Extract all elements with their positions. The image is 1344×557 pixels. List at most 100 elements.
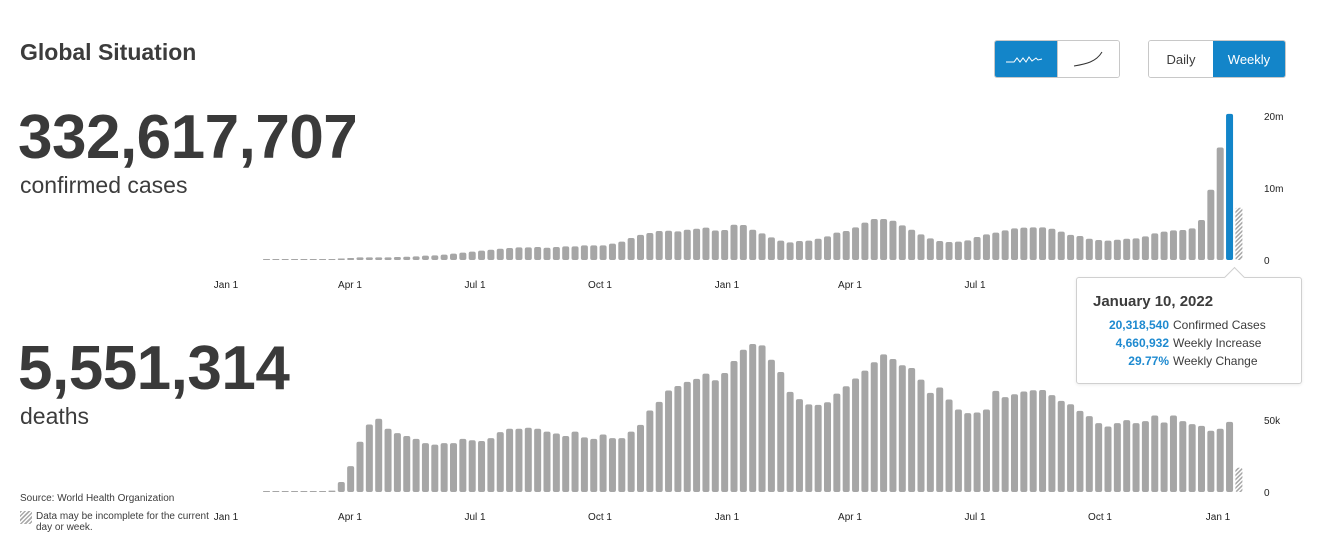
bar[interactable] [281, 259, 289, 260]
bar[interactable] [496, 248, 504, 260]
bar[interactable] [608, 438, 616, 492]
highlighted-bar[interactable] [1226, 113, 1234, 260]
bar[interactable] [590, 245, 598, 260]
incomplete-bar[interactable] [1235, 467, 1243, 492]
bar[interactable] [1001, 230, 1009, 260]
bar[interactable] [421, 443, 429, 492]
weekly-button[interactable]: Weekly [1213, 41, 1285, 77]
bar[interactable] [580, 245, 588, 260]
bar[interactable] [805, 404, 813, 492]
bar[interactable] [487, 249, 495, 260]
bar[interactable] [777, 372, 785, 492]
bar[interactable] [1039, 389, 1047, 492]
bar[interactable] [702, 373, 710, 492]
bar[interactable] [319, 259, 327, 260]
bar[interactable] [767, 237, 775, 260]
bar[interactable] [524, 247, 532, 260]
bar[interactable] [1151, 233, 1159, 260]
bar[interactable] [1039, 227, 1047, 260]
bar[interactable] [1085, 416, 1093, 492]
bar[interactable] [450, 253, 457, 260]
bar[interactable] [1048, 395, 1056, 492]
bar[interactable] [300, 491, 308, 492]
bar[interactable] [412, 438, 420, 492]
bar[interactable] [917, 234, 925, 260]
bar[interactable] [618, 438, 626, 492]
bar[interactable] [431, 444, 439, 492]
bar[interactable] [608, 243, 616, 260]
bar[interactable] [637, 424, 644, 492]
bar[interactable] [309, 491, 317, 492]
bar[interactable] [328, 490, 336, 492]
bar[interactable] [824, 402, 831, 492]
bar[interactable] [319, 491, 327, 492]
bar[interactable] [674, 385, 682, 492]
bar[interactable] [936, 241, 944, 260]
bar[interactable] [468, 251, 476, 260]
bar[interactable] [936, 387, 944, 492]
bar[interactable] [263, 491, 270, 492]
bar[interactable] [739, 349, 747, 492]
bar[interactable] [1216, 428, 1224, 492]
bar[interactable] [534, 428, 542, 492]
bar[interactable] [1226, 421, 1234, 492]
bar[interactable] [954, 241, 962, 260]
bar[interactable] [964, 240, 972, 260]
bar[interactable] [450, 443, 457, 492]
bar[interactable] [403, 256, 411, 260]
bar[interactable] [786, 242, 794, 260]
bar[interactable] [365, 257, 373, 260]
bar[interactable] [1141, 421, 1149, 492]
bar[interactable] [393, 433, 401, 492]
bar[interactable] [468, 440, 476, 492]
bar[interactable] [730, 360, 738, 492]
bar[interactable] [571, 246, 579, 260]
bar[interactable] [291, 259, 299, 260]
bar[interactable] [272, 259, 280, 260]
bar[interactable] [356, 257, 364, 260]
daily-button[interactable]: Daily [1149, 41, 1213, 77]
bar[interactable] [1113, 423, 1121, 492]
bar[interactable] [1132, 423, 1140, 492]
bar[interactable] [599, 245, 607, 260]
bar[interactable] [833, 393, 841, 492]
bar[interactable] [721, 373, 729, 492]
bar[interactable] [328, 259, 336, 260]
bar[interactable] [393, 256, 401, 260]
bar[interactable] [880, 354, 888, 492]
bar[interactable] [1095, 240, 1103, 260]
bar[interactable] [421, 255, 429, 260]
bar[interactable] [440, 443, 448, 492]
bar[interactable] [730, 224, 738, 260]
bar[interactable] [506, 247, 514, 260]
bar[interactable] [1179, 421, 1187, 492]
bar[interactable] [711, 380, 719, 492]
bar[interactable] [263, 259, 270, 260]
bar[interactable] [1132, 238, 1140, 260]
bar[interactable] [515, 428, 523, 492]
bar[interactable] [412, 256, 420, 260]
bar[interactable] [375, 257, 383, 260]
bar[interactable] [347, 466, 355, 492]
bar[interactable] [926, 238, 934, 260]
bar[interactable] [552, 433, 560, 492]
bar[interactable] [926, 392, 934, 492]
bar[interactable] [898, 365, 906, 492]
bar[interactable] [440, 254, 448, 260]
bar[interactable] [347, 257, 355, 260]
bar[interactable] [992, 232, 1000, 260]
bar[interactable] [861, 370, 869, 492]
log-scale-button[interactable] [1056, 41, 1119, 77]
bar[interactable] [982, 409, 990, 492]
bar[interactable] [1141, 236, 1149, 260]
bar[interactable] [1067, 234, 1075, 260]
bar[interactable] [562, 435, 570, 492]
bar[interactable] [702, 227, 710, 260]
bar[interactable] [1123, 238, 1131, 260]
bar[interactable] [1020, 391, 1028, 492]
bar[interactable] [403, 435, 411, 492]
bar[interactable] [515, 247, 523, 260]
bar[interactable] [365, 424, 373, 492]
bar[interactable] [777, 240, 785, 260]
bar[interactable] [487, 438, 495, 492]
